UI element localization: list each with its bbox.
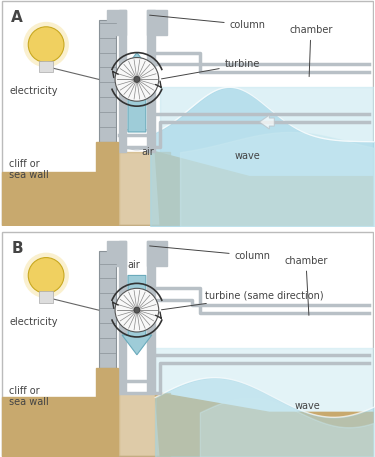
Polygon shape	[155, 348, 374, 457]
Polygon shape	[147, 241, 155, 393]
Circle shape	[28, 258, 64, 293]
Circle shape	[28, 27, 64, 63]
Circle shape	[115, 58, 159, 101]
Bar	[99, 20, 116, 142]
FancyArrow shape	[122, 276, 152, 355]
Bar	[99, 250, 116, 368]
Text: electricity: electricity	[9, 317, 58, 327]
Polygon shape	[155, 393, 374, 456]
Polygon shape	[118, 241, 126, 393]
Circle shape	[23, 22, 69, 68]
Polygon shape	[147, 10, 155, 152]
Polygon shape	[118, 152, 170, 225]
Circle shape	[115, 288, 159, 332]
Text: electricity: electricity	[9, 86, 58, 96]
FancyArrow shape	[260, 115, 274, 129]
Text: turbine (same direction): turbine (same direction)	[162, 290, 324, 310]
Polygon shape	[106, 241, 126, 266]
Bar	[39, 60, 53, 72]
Polygon shape	[3, 368, 117, 456]
Text: air: air	[142, 147, 154, 157]
Ellipse shape	[120, 128, 154, 150]
Text: A: A	[11, 10, 23, 25]
Polygon shape	[147, 10, 167, 35]
Text: B: B	[11, 241, 23, 256]
Text: turbine: turbine	[162, 59, 260, 79]
Text: column: column	[150, 15, 266, 30]
Circle shape	[134, 307, 140, 313]
Polygon shape	[118, 393, 170, 456]
Text: chamber: chamber	[289, 25, 333, 77]
Polygon shape	[106, 10, 126, 35]
Polygon shape	[160, 87, 374, 226]
Text: air: air	[127, 260, 140, 271]
Polygon shape	[155, 152, 374, 225]
FancyArrow shape	[122, 53, 152, 132]
Polygon shape	[118, 10, 126, 152]
Circle shape	[23, 253, 69, 298]
Text: wave: wave	[294, 401, 320, 411]
Polygon shape	[3, 142, 117, 225]
Text: column: column	[150, 246, 271, 260]
Text: wave: wave	[235, 151, 260, 161]
Circle shape	[134, 76, 140, 82]
Polygon shape	[147, 241, 167, 266]
Text: cliff or
sea wall: cliff or sea wall	[9, 159, 49, 181]
Bar	[39, 291, 53, 303]
Text: chamber: chamber	[284, 255, 328, 315]
Text: cliff or
sea wall: cliff or sea wall	[9, 386, 49, 407]
